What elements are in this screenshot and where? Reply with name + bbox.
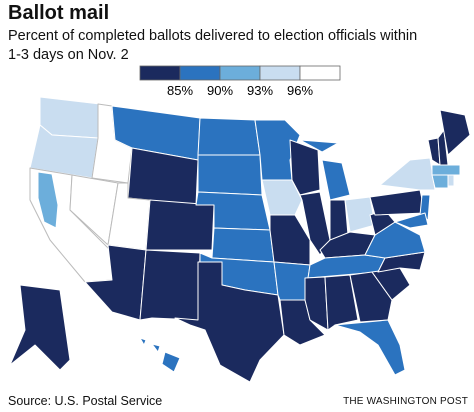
legend-label: 93% — [247, 83, 273, 98]
state — [439, 109, 471, 156]
state — [174, 261, 285, 383]
state — [37, 171, 59, 229]
legend-swatch — [179, 65, 221, 81]
state — [379, 157, 436, 191]
state — [299, 139, 339, 153]
state — [321, 159, 351, 201]
state — [377, 251, 426, 273]
state — [299, 191, 331, 256]
state — [431, 174, 449, 189]
state — [349, 271, 393, 323]
credit: THE WASHINGTON POST — [343, 396, 468, 407]
subtitle: 1-3 days on Nov. 2 — [8, 47, 129, 63]
legend-label: 96% — [287, 83, 313, 98]
state — [289, 139, 321, 196]
state — [324, 274, 359, 331]
state — [261, 179, 303, 216]
state — [334, 319, 406, 376]
state — [304, 276, 329, 331]
state — [369, 189, 426, 216]
state — [447, 174, 455, 187]
state — [269, 214, 311, 266]
legend-label: 90% — [207, 83, 233, 98]
state — [139, 249, 201, 321]
state — [161, 351, 181, 373]
state — [9, 284, 71, 371]
state — [197, 154, 263, 196]
state — [211, 227, 275, 263]
legend-swatch — [259, 65, 301, 81]
legend-swatch — [139, 65, 181, 81]
state — [139, 337, 147, 346]
state — [431, 164, 461, 176]
state — [394, 212, 429, 229]
state — [151, 343, 161, 353]
legend-swatch — [299, 65, 341, 81]
title: Ballot mail — [8, 2, 110, 24]
state — [145, 199, 215, 251]
source: Source: U.S. Postal Service — [8, 394, 163, 408]
state — [197, 117, 261, 156]
subtitle: Percent of completed ballots delivered t… — [8, 28, 418, 44]
legend-swatch — [219, 65, 261, 81]
legend-label: 85% — [167, 83, 193, 98]
